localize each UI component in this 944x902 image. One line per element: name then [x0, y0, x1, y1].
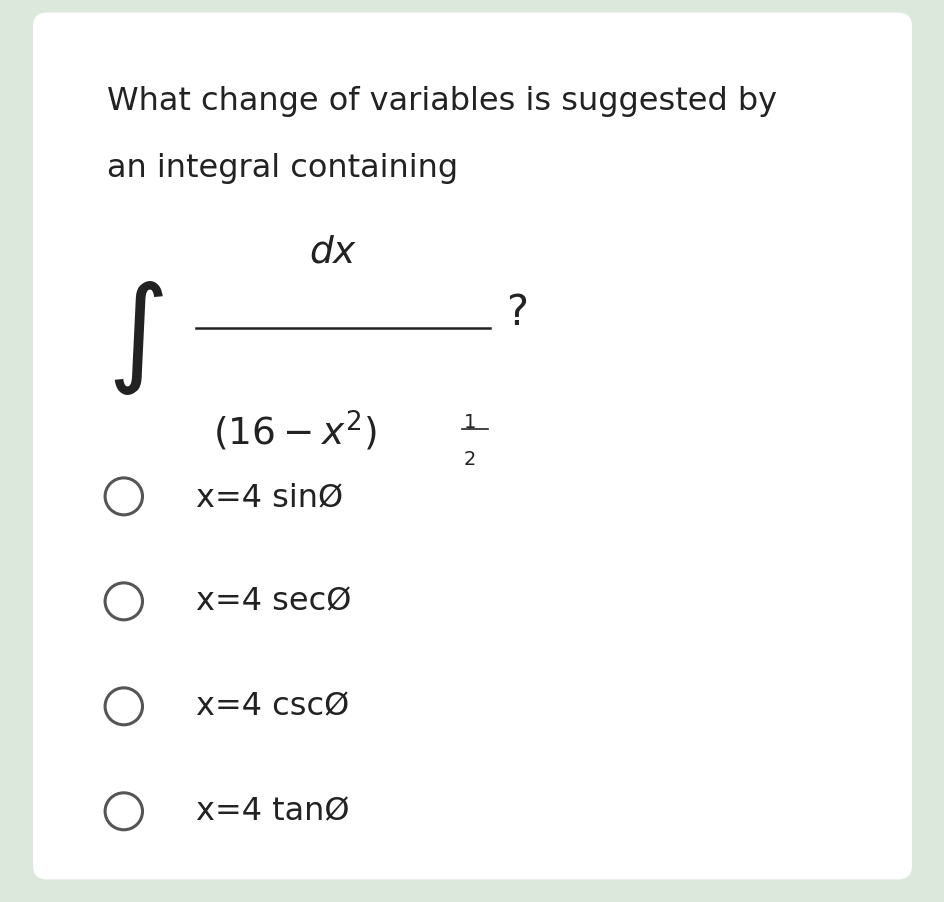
Text: 1: 1: [464, 413, 476, 432]
Text: x=4 sinØ: x=4 sinØ: [196, 482, 343, 512]
Text: x=4 tanØ: x=4 tanØ: [196, 796, 349, 827]
Text: x=4 secØ: x=4 secØ: [196, 586, 351, 617]
Text: 2: 2: [464, 449, 476, 468]
Text: $\int$: $\int$: [107, 279, 163, 396]
Text: ?: ?: [506, 291, 528, 333]
Text: What change of variables is suggested by: What change of variables is suggested by: [107, 86, 776, 116]
Text: $dx$: $dx$: [309, 235, 357, 271]
Text: $(16-x^2)$: $(16-x^2)$: [212, 409, 376, 453]
Text: an integral containing: an integral containing: [107, 152, 458, 184]
Text: x=4 cscØ: x=4 cscØ: [196, 691, 349, 722]
